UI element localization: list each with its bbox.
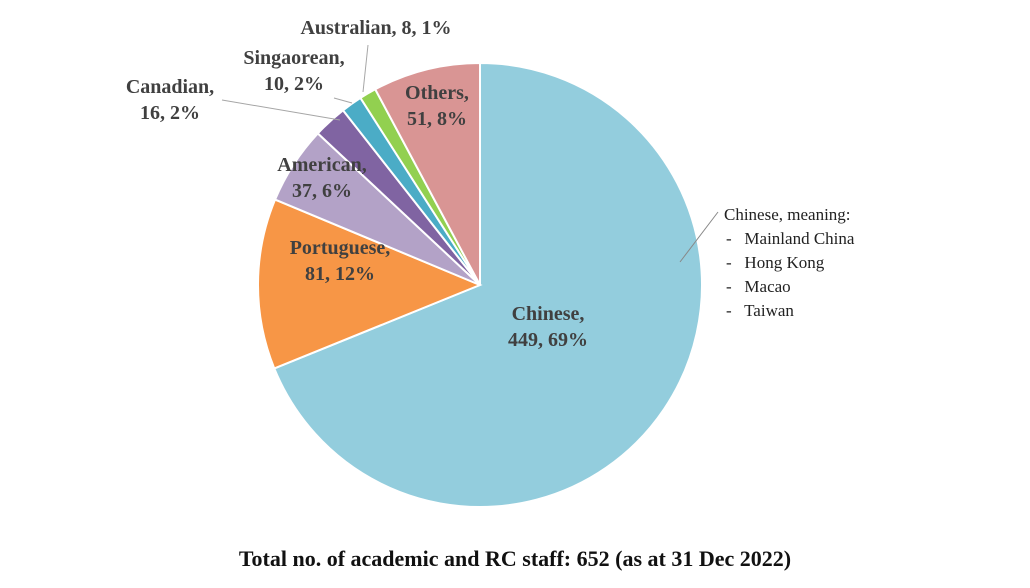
- chart-caption: Total no. of academic and RC staff: 652 …: [238, 546, 792, 571]
- annotation-item: - Taiwan: [726, 301, 794, 320]
- leader-line-australian: [362, 44, 369, 93]
- annotation-item: - Macao: [726, 277, 791, 296]
- slice-label-chinese: Chinese, 449, 69%: [508, 303, 588, 351]
- annotation-item: - Mainland China: [726, 229, 855, 248]
- leader-line-canadian: [221, 99, 341, 121]
- pie-slice-portuguese: [257, 198, 483, 370]
- pie-slice-chinese: [272, 61, 703, 508]
- pie-slice-others: [373, 61, 481, 286]
- annotation-title: Chinese, meaning:: [724, 205, 851, 224]
- annotation-pointer: [679, 211, 719, 263]
- slice-label-portuguese: Portuguese, 81, 12%: [290, 237, 391, 285]
- annotation-item: - Hong Kong: [726, 253, 825, 272]
- slice-labels: Chinese, 449, 69% Portuguese, 81, 12% Americ…: [126, 17, 588, 351]
- slice-label-singaorean: Singaorean, 10, 2%: [243, 47, 344, 95]
- slice-label-american: American, 37, 6%: [277, 154, 366, 202]
- slice-label-others: Others, 51, 8%: [405, 82, 469, 130]
- pie-slices: [257, 61, 703, 508]
- leader-line-singaorean: [333, 97, 353, 104]
- chinese-annotation: Chinese, meaning: - Mainland China - Hon…: [679, 205, 855, 320]
- slice-label-australian: Australian, 8, 1%: [300, 17, 451, 39]
- slice-label-canadian: Canadian, 16, 2%: [126, 76, 214, 124]
- leader-lines: [221, 44, 369, 121]
